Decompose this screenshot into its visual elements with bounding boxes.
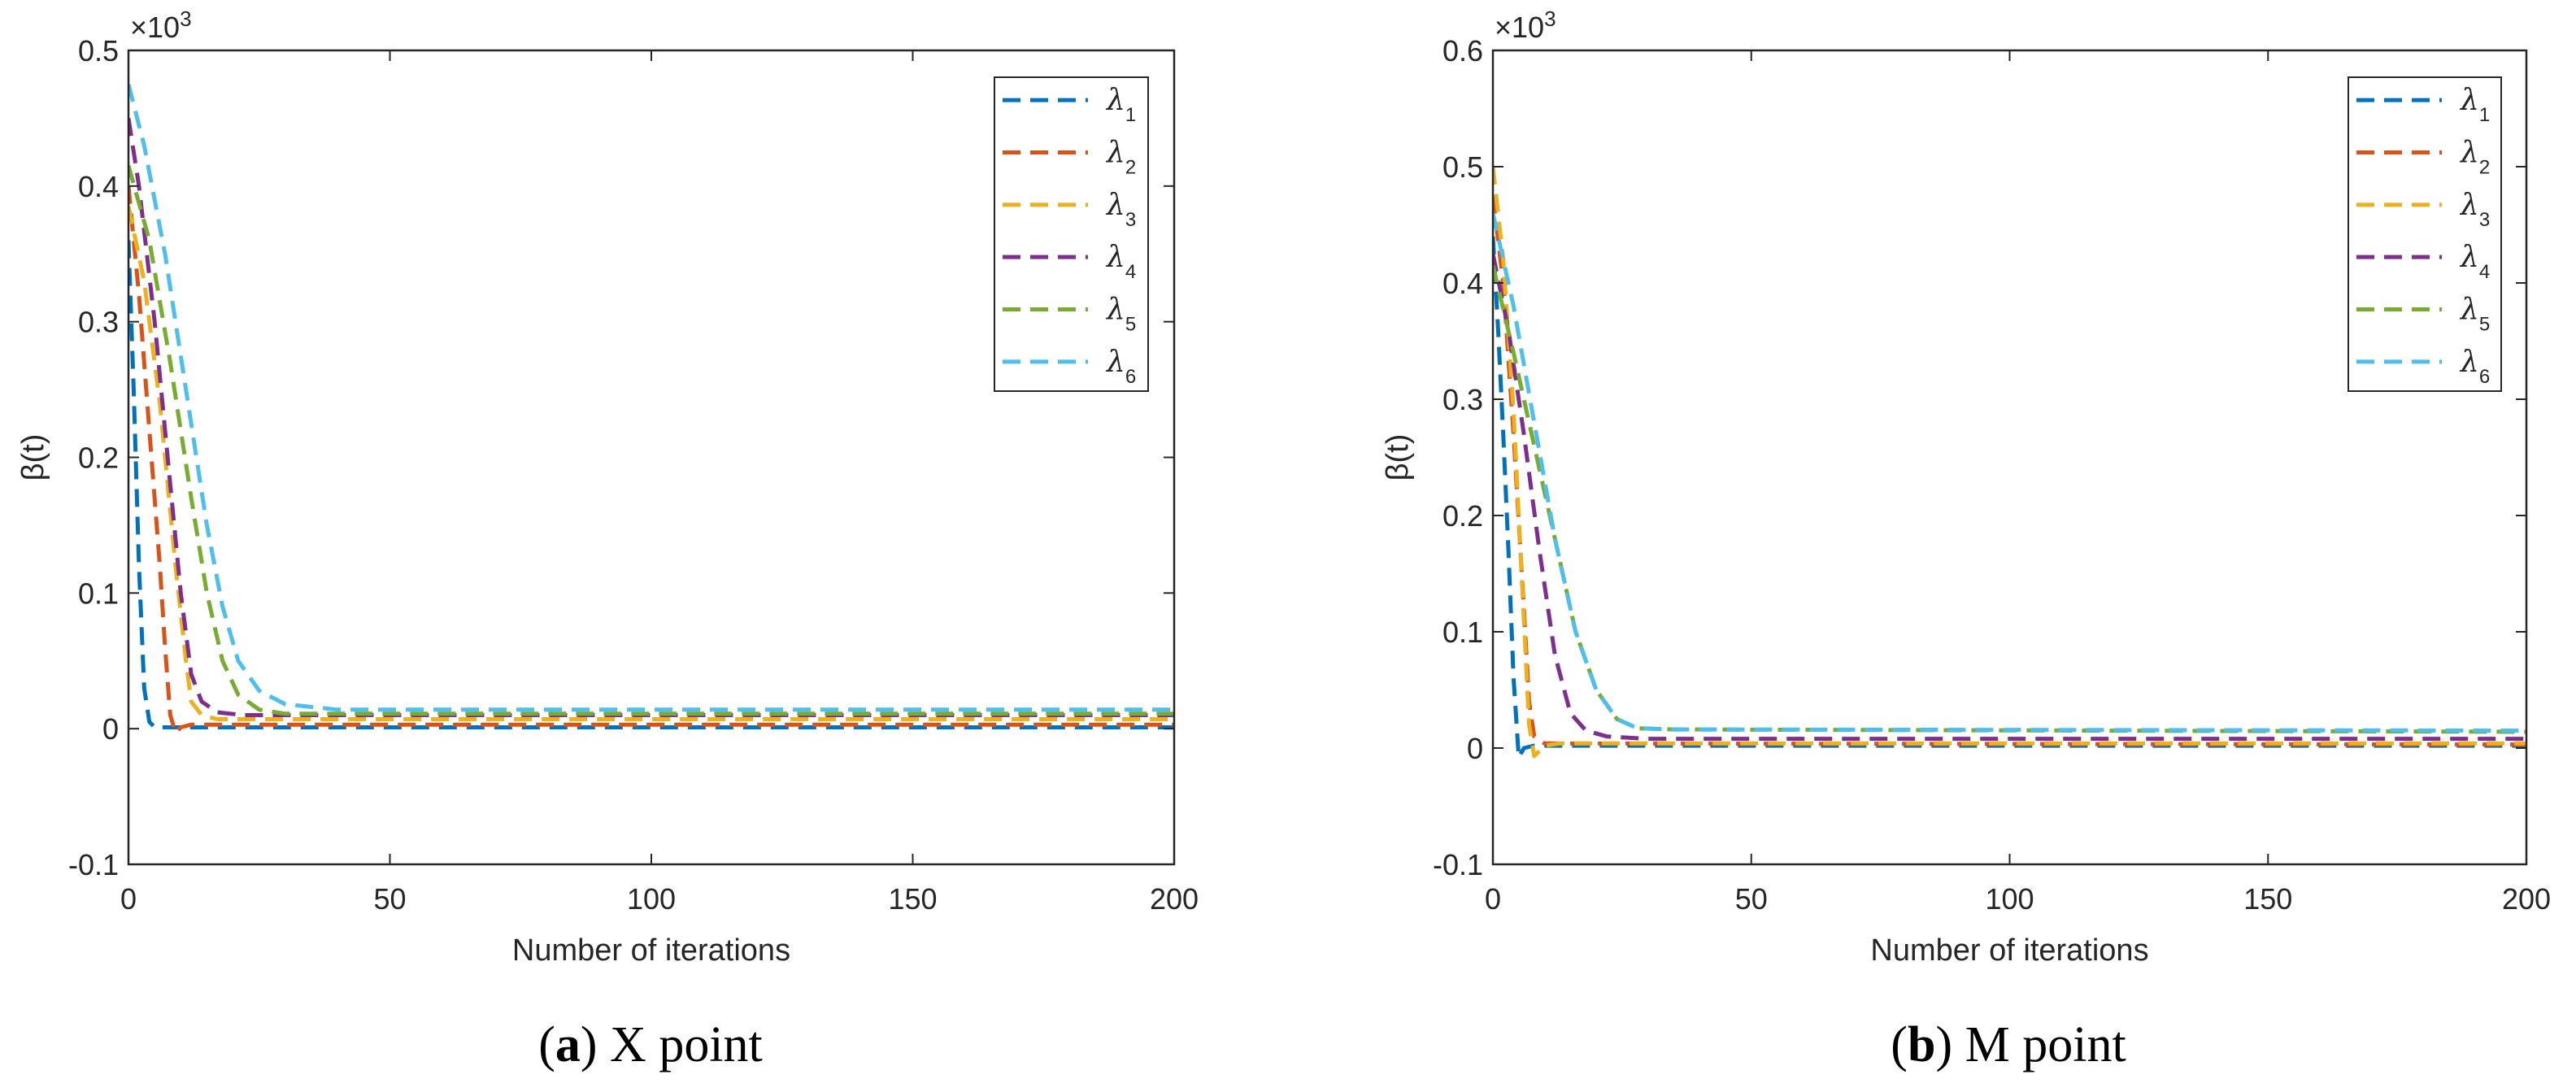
y-tick-label: 0.5 [78,34,119,67]
y-tick-label: 0 [102,712,119,746]
y-tick-label: -0.1 [68,848,119,881]
x-tick-label: 100 [627,882,676,916]
y-multiplier: ×103 [130,7,192,44]
legend-subscript: 5 [2479,314,2490,336]
y-tick-label: 0.3 [1442,383,1483,416]
x-tick-label: 50 [1735,882,1768,916]
legend-subscript: 5 [1125,314,1136,336]
x-axis-label: Number of iterations [1870,933,2148,968]
x-tick-label: 150 [2243,882,2292,916]
legend-subscript: 6 [2479,366,2490,388]
series-line-lambda-6 [1493,212,2526,733]
series-line-lambda-3 [1493,166,2526,759]
y-tick-label: 0.1 [78,576,119,610]
y-tick-label: 0.4 [78,170,119,203]
series-line-lambda-3 [128,206,1174,721]
y-axis-label: β(t) [1381,434,1415,481]
series-line-lambda-4 [128,118,1174,717]
legend-subscript: 3 [2479,209,2490,231]
legend-subscript: 3 [1125,209,1136,231]
legend-subscript: 2 [2479,157,2490,179]
chart-panel-b: 0 50 100 150 200-0.100.10.20.30.40.50.6×103N… [1381,7,2551,968]
x-tick-label: 0 [1485,882,1501,916]
legend-subscript: 2 [1125,157,1136,179]
legend-subscript: 4 [1125,261,1136,283]
y-tick-label: 0.6 [1442,34,1483,67]
series-line-lambda-6 [128,84,1174,712]
y-tick-label: 0.4 [1442,267,1483,300]
caption-a-label: a [555,1017,581,1072]
series-line-lambda-2 [128,185,1174,735]
x-tick-label: 200 [2502,882,2551,916]
legend-subscript: 1 [2479,104,2490,126]
series-group [128,84,1174,735]
chart-panel-a: 0 50 100 150 200-0.100.10.20.30.40.5×103Numb… [16,7,1199,968]
y-multiplier-exponent: 3 [180,7,191,31]
x-tick-label: 100 [1985,882,2034,916]
y-tick-label: 0.2 [1442,499,1483,533]
series-line-lambda-1 [128,240,1174,729]
series-group [1493,166,2526,759]
legend-subscript: 1 [1125,104,1136,126]
caption-a-text: X point [610,1017,763,1072]
y-tick-label: 0.1 [1442,616,1483,649]
legend-box [2348,76,2502,392]
y-tick-label: 0.3 [78,306,119,339]
y-multiplier: ×103 [1495,7,1556,44]
series-line-lambda-5 [128,165,1174,716]
caption-b: (b) M point [1891,1017,2126,1072]
legend-subscript: 4 [2479,261,2490,283]
x-axis-label: Number of iterations [512,933,790,968]
caption-b-label: b [1907,1017,1936,1072]
y-tick-label: 0 [1467,732,1483,765]
caption-b-text: M point [1965,1017,2126,1072]
y-axis-label: β(t) [16,434,50,481]
y-multiplier-exponent: 3 [1544,7,1556,31]
x-tick-label: 0 [120,882,137,916]
legend-box [994,76,1149,392]
x-tick-label: 200 [1150,882,1199,916]
y-tick-label: -0.1 [1433,848,1483,881]
y-tick-label: 0.5 [1442,150,1483,184]
series-line-lambda-4 [1493,253,2526,742]
x-tick-label: 50 [373,882,406,916]
legend-subscript: 6 [1125,366,1136,388]
y-tick-label: 0.2 [78,442,119,475]
caption-a: (a) X point [538,1017,763,1072]
x-tick-label: 150 [888,882,937,916]
